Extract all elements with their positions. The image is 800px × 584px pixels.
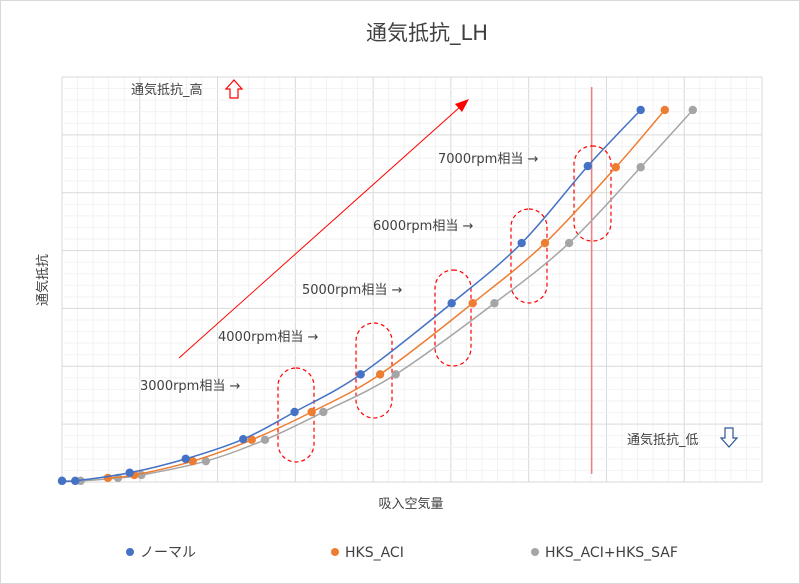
data-point bbox=[447, 299, 456, 308]
rpm-annotation-label: 3000rpm相当 → bbox=[140, 379, 240, 394]
plot-series bbox=[57, 105, 697, 486]
data-point bbox=[188, 456, 197, 466]
rpm-group-outline bbox=[510, 208, 548, 304]
data-point bbox=[660, 105, 669, 115]
legend-label-2: HKS_ACI+HKS_SAF bbox=[545, 545, 678, 561]
data-point bbox=[611, 163, 620, 172]
data-point bbox=[636, 105, 645, 115]
data-point bbox=[636, 163, 645, 172]
legend-marker-2 bbox=[531, 548, 539, 556]
data-point bbox=[125, 468, 134, 477]
series-line-1 bbox=[107, 109, 666, 479]
y-axis-label: 通気抵抗 bbox=[35, 254, 51, 306]
rpm-annotation-label: 5000rpm相当 → bbox=[302, 283, 402, 298]
data-point bbox=[356, 370, 365, 379]
data-point bbox=[201, 456, 211, 466]
data-point bbox=[468, 299, 477, 308]
rpm-group-outline bbox=[573, 145, 612, 242]
rpm-group-outline bbox=[434, 269, 472, 367]
legend-marker-0 bbox=[126, 548, 134, 556]
data-point bbox=[307, 407, 316, 417]
data-point bbox=[181, 454, 190, 464]
legend: ノーマル HKS_ACI HKS_ACI+HKS_SAF bbox=[126, 545, 678, 561]
low-resistance-label: 通気抵抗_低 bbox=[627, 432, 699, 448]
trend-arrow-line bbox=[178, 106, 461, 359]
data-point bbox=[564, 238, 574, 248]
rpm-annotation-label: 4000rpm相当 → bbox=[218, 330, 318, 345]
data-point bbox=[540, 238, 550, 248]
data-point bbox=[103, 473, 113, 483]
data-point bbox=[260, 435, 270, 444]
data-point bbox=[517, 238, 526, 248]
x-axis-label: 吸入空気量 bbox=[378, 496, 443, 512]
data-point bbox=[71, 476, 80, 486]
data-point bbox=[239, 434, 248, 444]
data-point bbox=[391, 370, 400, 379]
data-point bbox=[290, 407, 299, 417]
arrow-down-icon bbox=[719, 427, 739, 448]
rpm-annotation-label: 6000rpm相当 → bbox=[373, 219, 473, 234]
data-point bbox=[688, 105, 697, 115]
data-point bbox=[583, 161, 592, 171]
data-point bbox=[375, 370, 385, 379]
legend-label-0: ノーマル bbox=[140, 545, 196, 561]
grid bbox=[61, 76, 763, 483]
legend-marker-1 bbox=[331, 548, 339, 556]
arrow-up-icon bbox=[224, 79, 244, 99]
rpm-annotation-label: 7000rpm相当 → bbox=[438, 152, 538, 167]
data-point bbox=[57, 476, 67, 486]
series-line-0 bbox=[61, 109, 642, 483]
trend-arrow-head-icon bbox=[455, 99, 469, 112]
data-point bbox=[319, 407, 328, 417]
annotations: 3000rpm相当 → 4000rpm相当 → 5000rpm相当 → 6000rpm… bbox=[131, 79, 739, 474]
rpm-group-outline bbox=[355, 322, 393, 419]
chart-title: 通気抵抗_LH bbox=[366, 21, 488, 46]
data-point bbox=[490, 299, 499, 308]
legend-label-1: HKS_ACI bbox=[345, 545, 404, 561]
data-point bbox=[247, 435, 256, 444]
high-resistance-label: 通気抵抗_高 bbox=[131, 82, 203, 98]
